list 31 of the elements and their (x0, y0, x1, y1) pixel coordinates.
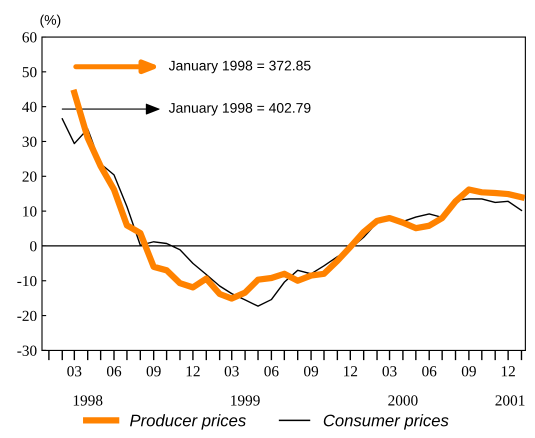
y-tick-label: 50 (22, 66, 37, 78)
x-tick-label: 06 (422, 366, 436, 376)
text: 1998 (74, 395, 102, 406)
y-tick-label: -10 (17, 276, 37, 286)
y-tick-label: 30 (22, 136, 37, 147)
legend-label: Consumer prices (324, 414, 448, 430)
x-tick-label: 12 (344, 366, 358, 376)
y-tick-label: 20 (22, 171, 37, 182)
y-tick-label: 0 (30, 241, 37, 252)
y-tick-label: -20 (17, 310, 37, 322)
y-tick-label: 60 (22, 32, 37, 42)
text: 2001 (495, 395, 524, 406)
x-tick-label: 06 (264, 366, 279, 376)
x-tick-label: 06 (106, 366, 122, 376)
x-tick-label: 03 (67, 366, 82, 376)
y-tick-label: 10 (23, 206, 37, 217)
annotation: January 1998 = 402.79 (168, 102, 310, 116)
x-tick-label: 03 (382, 366, 397, 376)
x-tick-label: 09 (304, 366, 318, 376)
legend-label: Producer prices (130, 414, 246, 430)
x-tick-label: 12 (502, 366, 515, 376)
x-tick-label: 09 (146, 366, 161, 376)
x-tick-label: 09 (462, 366, 476, 376)
annotation: January 1998 = 372.85 (168, 60, 311, 74)
x-tick-label: 03 (224, 366, 239, 376)
text: 1999 (231, 395, 260, 406)
y-tick-label: 40 (22, 102, 37, 112)
y-axis-title: (%) (40, 14, 60, 28)
text: 2000 (388, 395, 418, 406)
y-tick-label: -30 (17, 346, 37, 356)
x-tick-label: 12 (186, 366, 200, 376)
